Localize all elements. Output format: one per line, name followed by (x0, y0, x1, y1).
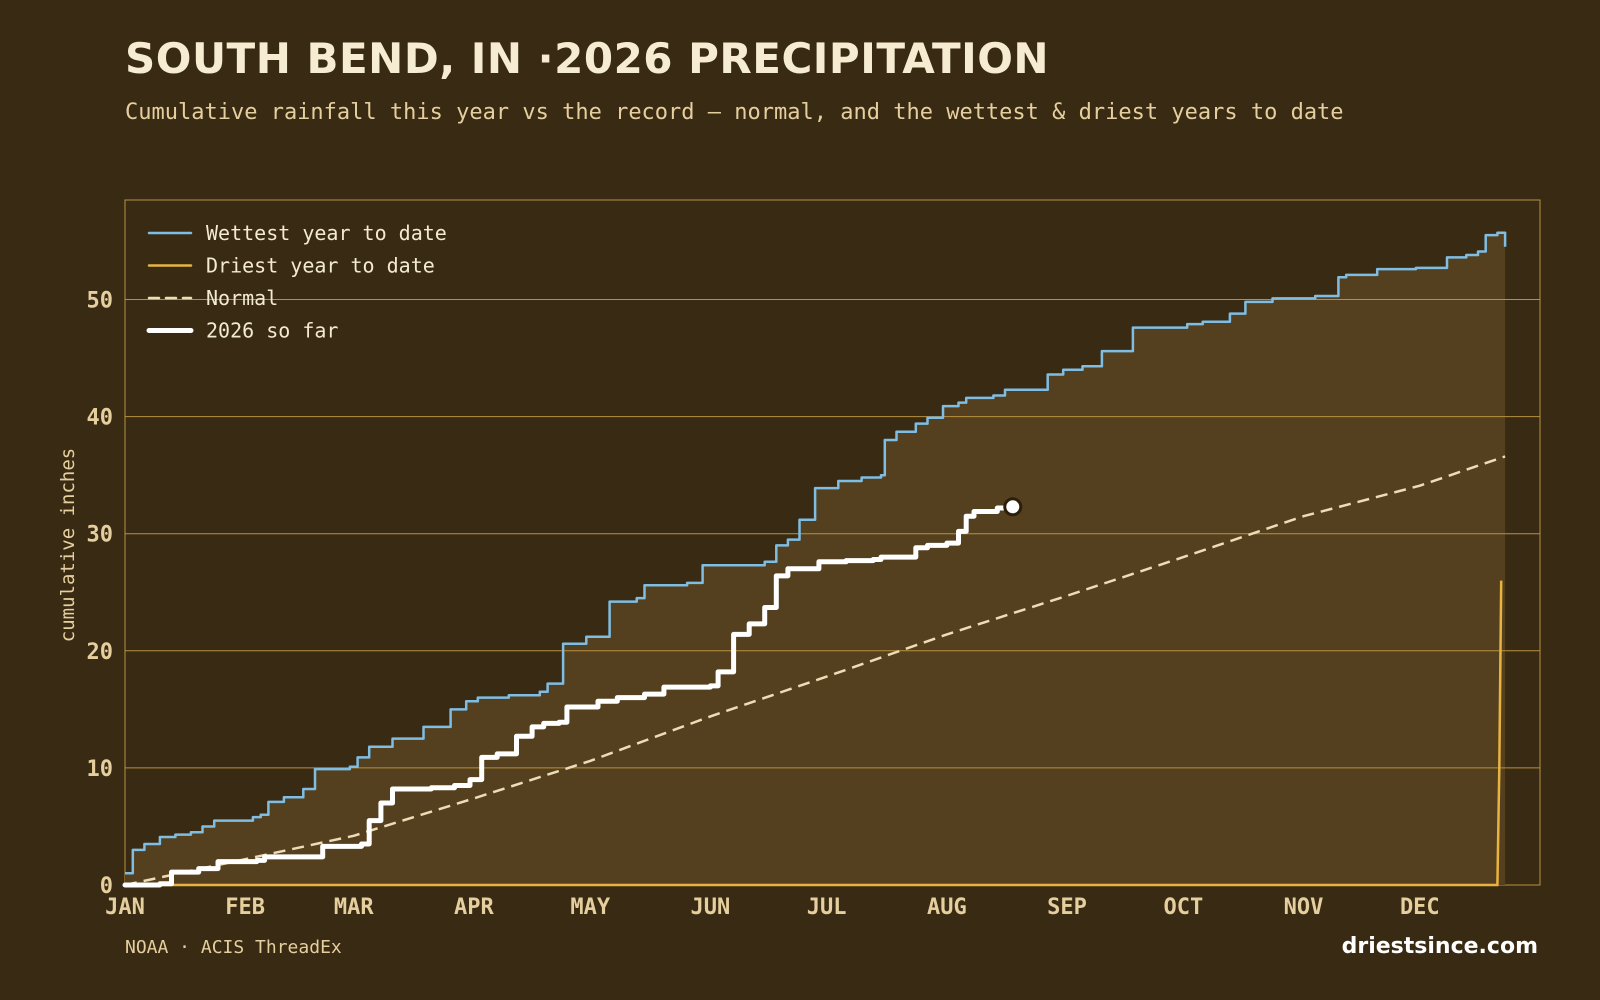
y-axis-label: cumulative inches (57, 448, 79, 642)
data-source: NOAA · ACIS ThreadEx (125, 937, 342, 958)
x-tick-label: FEB (225, 895, 265, 920)
wettest-line (125, 231, 1507, 875)
x-tick-label: AUG (927, 895, 967, 920)
x-tick-label: JUL (807, 895, 847, 920)
x-tick-label: DEC (1400, 895, 1440, 920)
y-tick-label: 20 (87, 640, 114, 665)
current-year-line (122, 504, 1016, 888)
legend-label: Wettest year to date (206, 221, 447, 245)
legend-label: 2026 so far (206, 319, 338, 343)
legend-label: Driest year to date (206, 254, 435, 278)
x-tick-label: MAY (570, 895, 610, 920)
chart-title: SOUTH BEND, IN ·2026 PRECIPITATION (125, 34, 1050, 83)
x-tick-label: SEP (1047, 895, 1087, 920)
wettest-driest-band (125, 232, 1506, 886)
chart-subtitle: Cumulative rainfall this year vs the rec… (125, 100, 1344, 125)
y-tick-label: 0 (100, 874, 113, 899)
x-tick-label: JAN (105, 895, 145, 920)
x-tick-label: MAR (334, 895, 374, 920)
brand-link[interactable]: driestsince.com (1341, 934, 1538, 959)
legend-label: Normal (206, 286, 278, 310)
x-tick-label: JUN (691, 895, 731, 920)
driest-line (125, 580, 1503, 887)
x-tick-label: NOV (1284, 895, 1324, 920)
y-tick-label: 50 (87, 289, 114, 314)
x-tick-label: APR (454, 895, 494, 920)
current-value-marker[interactable] (1003, 497, 1023, 517)
x-tick-label: OCT (1163, 895, 1203, 920)
y-tick-label: 40 (87, 406, 114, 431)
y-tick-label: 30 (87, 523, 114, 548)
normal-line (124, 455, 1506, 887)
y-tick-label: 10 (87, 757, 114, 782)
